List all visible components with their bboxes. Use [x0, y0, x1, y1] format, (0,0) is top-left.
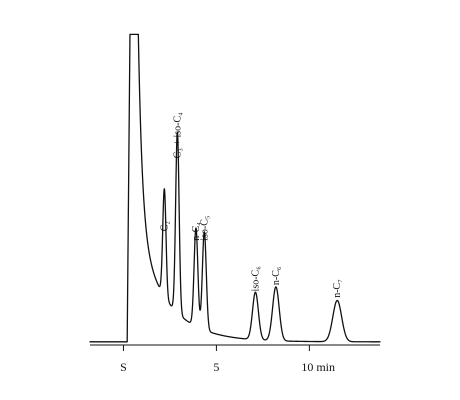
peak-label: C₃ + iso-C₄ [172, 112, 183, 158]
peak-label: n-C₆ [271, 266, 282, 285]
peak-label: n-C₄ [191, 222, 202, 241]
x-tick-label: 10 min [301, 360, 335, 374]
x-tick-label: S [120, 360, 127, 374]
x-tick-label: 5 [213, 360, 219, 374]
peak-label: n-C₇ [332, 279, 343, 298]
peak-label: iso-C₆ [250, 266, 261, 292]
peak-label: iso-C₅ [199, 216, 210, 241]
chromatogram-trace [89, 33, 381, 343]
x-axis: S 5 10 min [90, 344, 380, 374]
trace-group [89, 33, 381, 343]
peak-label: C₂ [159, 221, 170, 231]
